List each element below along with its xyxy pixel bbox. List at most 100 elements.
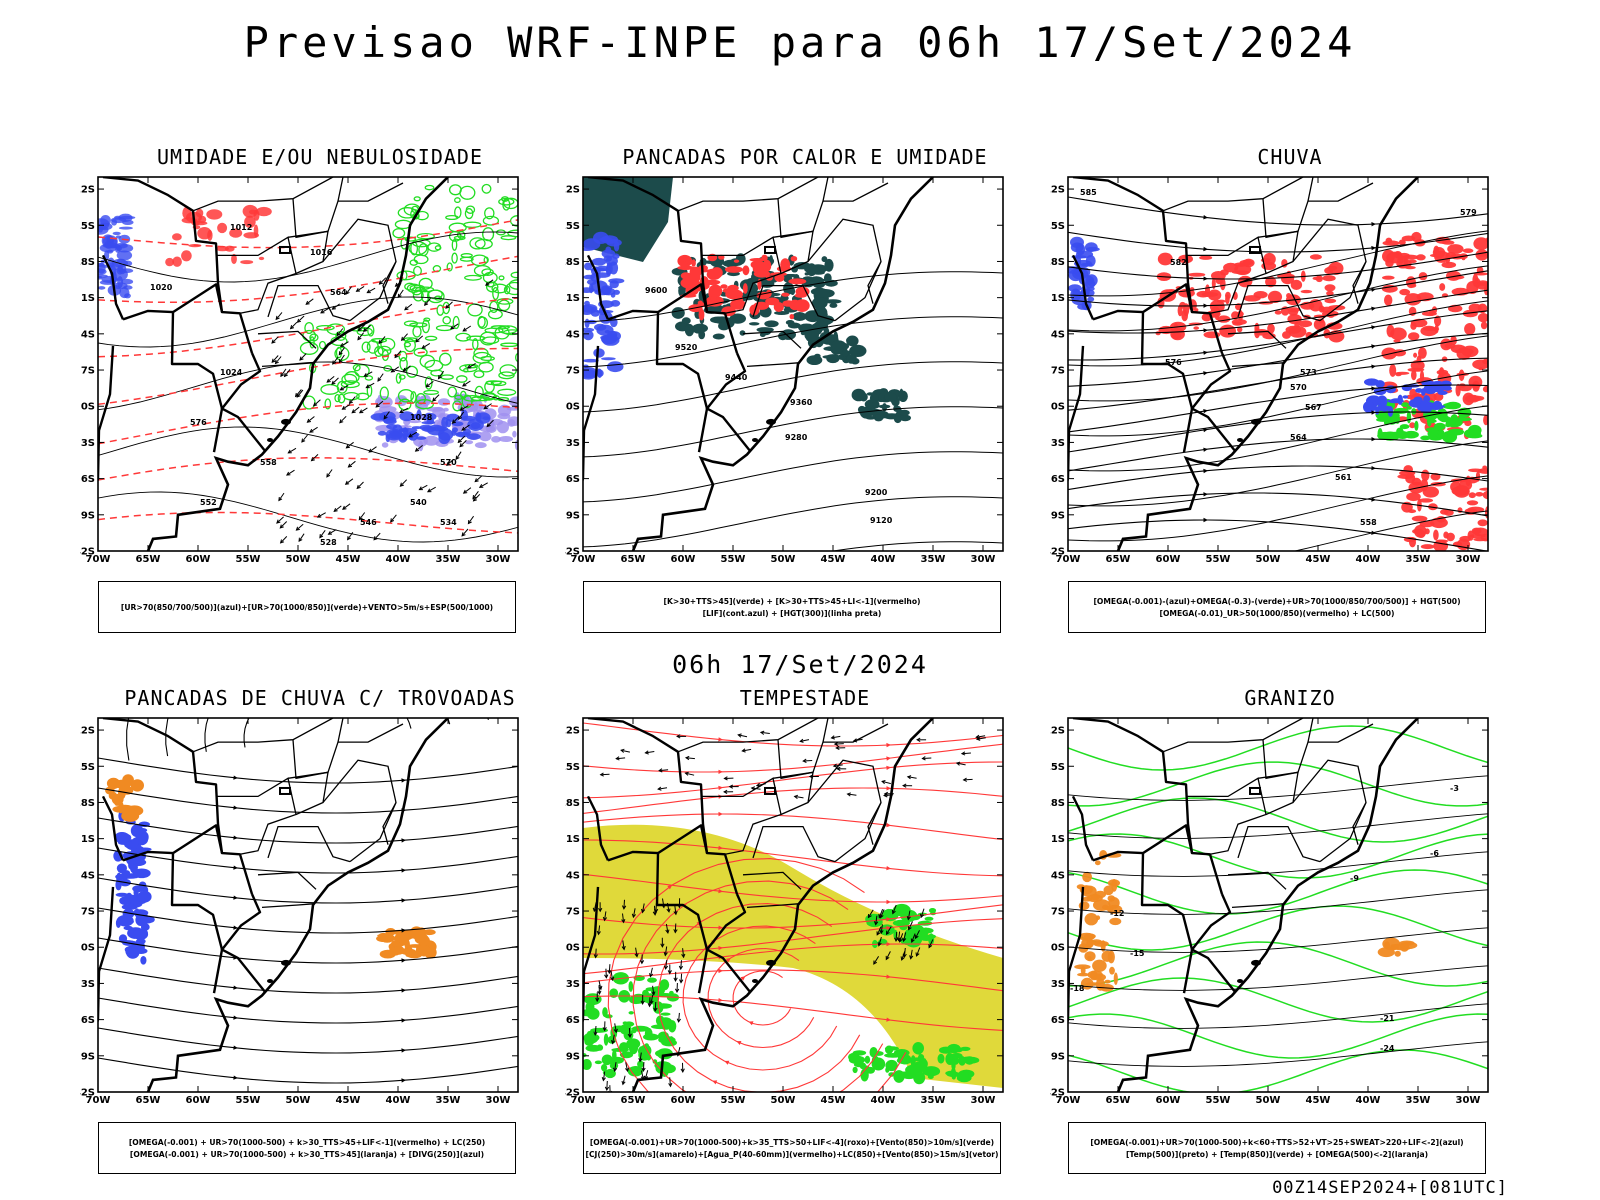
humidity-low-contour bbox=[452, 400, 463, 412]
hgt500-contour bbox=[1068, 440, 1488, 507]
wind-vector bbox=[799, 738, 810, 743]
wind-vector bbox=[962, 777, 973, 782]
rain-area bbox=[1326, 290, 1334, 296]
humidity-high-area bbox=[118, 226, 133, 230]
strong-wind-area bbox=[919, 934, 934, 941]
panel-title: TEMPESTADE bbox=[739, 686, 871, 710]
rain-area bbox=[1384, 294, 1393, 306]
omega-area bbox=[1068, 284, 1082, 292]
instability-area bbox=[718, 321, 730, 331]
wind-vector bbox=[657, 786, 668, 791]
humidity-low-contour bbox=[464, 208, 474, 220]
streamline-arrowhead bbox=[401, 898, 406, 903]
streamline-arrowhead bbox=[718, 845, 723, 850]
wind-vector bbox=[885, 951, 891, 961]
temp850-contour bbox=[1068, 797, 1488, 843]
streamline bbox=[98, 997, 518, 1024]
streamline-arrowhead bbox=[718, 769, 723, 774]
thunder-shower-area bbox=[397, 930, 414, 941]
country-border bbox=[705, 352, 751, 452]
thickness-label-mark bbox=[258, 256, 265, 261]
wind-vector bbox=[378, 336, 386, 345]
lon-label: 30W bbox=[971, 554, 996, 565]
lat-label: 15S bbox=[1050, 762, 1065, 773]
wind-vector bbox=[355, 285, 365, 292]
rain-area bbox=[1403, 465, 1413, 474]
divergence-area bbox=[121, 870, 131, 876]
streamline-arrowhead bbox=[718, 925, 723, 930]
wind-vector bbox=[312, 399, 321, 407]
state-border bbox=[677, 177, 819, 212]
lat-label: 12S bbox=[565, 726, 580, 737]
rain-area bbox=[1319, 318, 1325, 323]
lifted-index-contour bbox=[597, 368, 603, 378]
country-border bbox=[657, 824, 709, 855]
wind-vector bbox=[339, 384, 349, 391]
wind-vector bbox=[673, 971, 678, 982]
strong-omega-area bbox=[1414, 420, 1419, 431]
state-border bbox=[292, 718, 344, 780]
thunder-shower-area bbox=[379, 949, 396, 959]
streamline-850 bbox=[583, 873, 1003, 903]
strong-omega-area bbox=[1109, 966, 1115, 975]
streamline-arrowhead bbox=[748, 1021, 754, 1026]
strong-wind-area bbox=[583, 1032, 599, 1044]
instability-area bbox=[829, 303, 838, 308]
thickness-contour bbox=[98, 219, 518, 249]
lat-label: 21S bbox=[1050, 293, 1065, 304]
thickness-contour bbox=[98, 347, 518, 406]
streamline bbox=[1068, 310, 1488, 361]
divergence-area bbox=[140, 923, 150, 931]
wind-vector bbox=[462, 380, 471, 387]
lat-label: 39S bbox=[565, 510, 580, 521]
lat-label: 12S bbox=[565, 185, 580, 196]
map-panel: GRANIZO -3 -6 -9 -12 -15 -18 -21 -24 12S 15S 18S 21S… bbox=[1050, 686, 1530, 1174]
instability-area bbox=[869, 393, 879, 404]
state-border bbox=[823, 723, 889, 743]
wind-vector bbox=[910, 933, 916, 943]
temp500-contour bbox=[1068, 889, 1488, 915]
lat-label: 18S bbox=[80, 798, 95, 809]
streamline-arrowhead bbox=[1371, 222, 1376, 227]
wind-vector bbox=[879, 909, 885, 919]
lon-label: 70W bbox=[86, 554, 111, 565]
strong-wind-area bbox=[594, 1060, 602, 1065]
wind-vector bbox=[596, 925, 601, 936]
rain-area bbox=[1483, 415, 1488, 426]
omega-area bbox=[1084, 242, 1098, 253]
rain-area bbox=[1407, 509, 1417, 514]
rain-area bbox=[1482, 490, 1488, 500]
lon-label: 40W bbox=[386, 1095, 411, 1106]
country-border bbox=[1142, 824, 1194, 855]
contour-value: 585 bbox=[1080, 188, 1097, 197]
strong-instability-area bbox=[742, 265, 750, 276]
panel-legend: [OMEGA(-0.001)-(azul)+OMEGA(-0.3)-(verde… bbox=[1068, 581, 1486, 633]
instability-area bbox=[823, 273, 832, 283]
humidity-low-contour bbox=[392, 228, 406, 239]
lon-label: 30W bbox=[971, 1095, 996, 1106]
legend-line: [OMEGA(-0.001) + UR>70(1000-500) + k>30_… bbox=[129, 1149, 485, 1159]
strong-omega-area bbox=[1095, 915, 1101, 920]
map-marker-box bbox=[279, 245, 291, 254]
wind-vector bbox=[920, 908, 925, 919]
country-border bbox=[212, 408, 224, 453]
humidity-low-contour bbox=[470, 254, 489, 267]
humidity-low-contour bbox=[409, 322, 428, 328]
lon-label: 35W bbox=[436, 554, 461, 565]
strong-omega-area bbox=[1411, 408, 1417, 415]
humidity-high-area bbox=[474, 442, 487, 449]
omega-area bbox=[1070, 236, 1084, 248]
instability-area bbox=[846, 354, 856, 364]
wind-vector bbox=[975, 736, 986, 741]
wind-vector bbox=[660, 937, 665, 948]
strong-wind-area bbox=[946, 1071, 961, 1077]
humidity-low-contour bbox=[377, 345, 392, 357]
state-border bbox=[1162, 718, 1304, 753]
rain-area bbox=[1441, 356, 1448, 362]
rain-area bbox=[1451, 486, 1470, 496]
lat-label: 24S bbox=[565, 870, 580, 881]
strong-instability-area bbox=[750, 260, 765, 269]
wind-vector bbox=[737, 733, 748, 738]
humidity-high-area bbox=[438, 428, 454, 441]
strong-instability-area bbox=[708, 284, 723, 298]
